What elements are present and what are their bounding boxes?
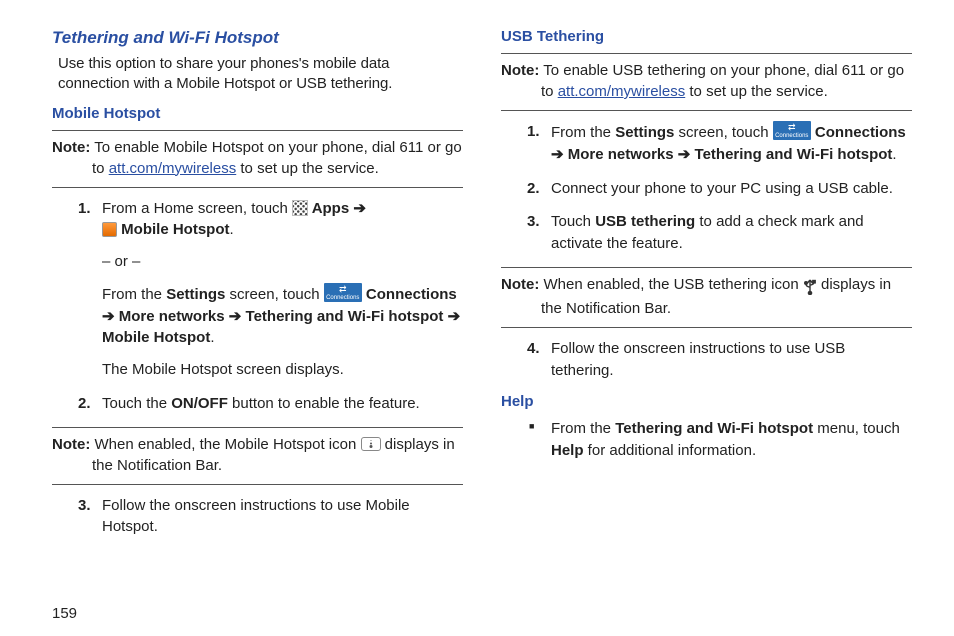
label-tethering: Tethering and Wi-Fi hotspot <box>241 308 447 325</box>
note-text: To enable USB tethering on your phone, d… <box>539 62 904 79</box>
arrow-icon: ➔ <box>551 146 564 163</box>
apps-icon <box>292 200 308 216</box>
connections-icon: Connections <box>773 121 811 140</box>
label-usb-tethering: USB tethering <box>595 213 695 230</box>
step-text: screen, touch <box>674 124 772 141</box>
step-text: Connect your phone to your PC using a US… <box>551 180 893 197</box>
note-text: the Notification Bar. <box>541 298 912 319</box>
step-number: 1. <box>78 198 91 220</box>
section-title: Tethering and Wi-Fi Hotspot <box>52 28 463 48</box>
label-mobile-hotspot: Mobile Hotspot <box>117 221 230 238</box>
label-onoff: ON/OFF <box>171 395 228 412</box>
step-text: Touch <box>551 213 595 230</box>
step-number: 2. <box>78 393 91 415</box>
step-text: From the <box>102 286 166 303</box>
help-list: From the Tethering and Wi-Fi hotspot men… <box>527 418 912 462</box>
arrow-icon: ➔ <box>448 308 461 325</box>
usb-icon <box>803 277 817 298</box>
subhead-mobile-hotspot: Mobile Hotspot <box>52 105 463 122</box>
note-text: to set up the service. <box>236 160 379 177</box>
label-more-networks: More networks <box>115 308 229 325</box>
note-text: When enabled, the USB tethering icon <box>539 276 803 293</box>
step-text: button to enable the feature. <box>228 395 420 412</box>
note-text: displays in <box>381 436 455 453</box>
step-text: From the <box>551 124 615 141</box>
step-number: 4. <box>527 338 540 360</box>
link-att-mywireless[interactable]: att.com/mywireless <box>109 160 237 177</box>
steps-usb-cont: 4. Follow the onscreen instructions to u… <box>527 338 912 382</box>
step-4: 4. Follow the onscreen instructions to u… <box>527 338 912 382</box>
note-text: to set up the service. <box>685 83 828 100</box>
subhead-usb-tethering: USB Tethering <box>501 28 912 45</box>
step-text: Touch the <box>102 395 171 412</box>
arrow-icon: ➔ <box>678 146 691 163</box>
arrow-icon: ➔ <box>102 308 115 325</box>
steps-mobile-hotspot: 1. From a Home screen, touch Apps ➔ Mobi… <box>78 198 463 415</box>
period: . <box>230 221 234 238</box>
note-text: When enabled, the Mobile Hotspot icon <box>90 436 360 453</box>
intro-text: Use this option to share your phones's m… <box>58 54 463 95</box>
note-text: To enable Mobile Hotspot on your phone, … <box>90 139 461 156</box>
label-more-networks: More networks <box>564 146 678 163</box>
step-number: 3. <box>527 211 540 233</box>
label-settings: Settings <box>166 286 225 303</box>
step-1-result: The Mobile Hotspot screen displays. <box>102 359 463 381</box>
note-usb-enable: Note: To enable USB tethering on your ph… <box>501 53 912 111</box>
step-3: 3. Touch USB tethering to add a check ma… <box>527 211 912 255</box>
step-text: screen, touch <box>225 286 323 303</box>
help-item: From the Tethering and Wi-Fi hotspot men… <box>527 418 912 462</box>
step-number: 2. <box>527 178 540 200</box>
step-number: 1. <box>527 121 540 143</box>
help-text: menu, touch <box>813 420 900 437</box>
label-mobile-hotspot: Mobile Hotspot <box>102 329 210 346</box>
label-connections: Connections <box>811 124 906 141</box>
note-text: to <box>92 160 109 177</box>
arrow-icon: ➔ <box>229 308 242 325</box>
period: . <box>210 329 214 346</box>
connections-icon: Connections <box>324 283 362 302</box>
label-tethering: Tethering and Wi-Fi hotspot <box>690 146 892 163</box>
note-text: displays in <box>817 276 891 293</box>
steps-mobile-hotspot-cont: 3. Follow the onscreen instructions to u… <box>78 495 463 539</box>
step-text: From a Home screen, touch <box>102 200 292 217</box>
note-label: Note: <box>501 62 539 79</box>
note-mobile-hotspot-enable: Note: To enable Mobile Hotspot on your p… <box>52 130 463 188</box>
step-2: 2. Touch the ON/OFF button to enable the… <box>78 393 463 415</box>
step-text: Follow the onscreen instructions to use … <box>551 340 845 379</box>
period: . <box>892 146 896 163</box>
page-number: 159 <box>52 605 77 622</box>
mobile-hotspot-icon <box>102 222 117 237</box>
steps-usb: 1. From the Settings screen, touch Conne… <box>527 121 912 255</box>
or-divider: – or – <box>102 251 463 273</box>
step-1: 1. From a Home screen, touch Apps ➔ Mobi… <box>78 198 463 381</box>
wifi-icon <box>361 437 381 451</box>
label-help: Help <box>551 442 584 459</box>
column-right: USB Tethering Note: To enable USB tether… <box>501 28 912 550</box>
note-text: to <box>541 83 558 100</box>
step-1: 1. From the Settings screen, touch Conne… <box>527 121 912 166</box>
label-settings: Settings <box>615 124 674 141</box>
label-connections: Connections <box>362 286 457 303</box>
note-label: Note: <box>52 139 90 156</box>
label-tethering-menu: Tethering and Wi-Fi hotspot <box>615 420 813 437</box>
note-text: the Notification Bar. <box>92 455 463 476</box>
link-att-mywireless[interactable]: att.com/mywireless <box>558 83 686 100</box>
step-text: Follow the onscreen instructions to use … <box>102 497 410 536</box>
note-label: Note: <box>52 436 90 453</box>
subhead-help: Help <box>501 393 912 410</box>
step-1-alt: From the Settings screen, touch Connecti… <box>102 283 463 349</box>
help-text: for additional information. <box>584 442 757 459</box>
note-usb-icon: Note: When enabled, the USB tethering ic… <box>501 267 912 328</box>
step-number: 3. <box>78 495 91 517</box>
note-label: Note: <box>501 276 539 293</box>
step-2: 2. Connect your phone to your PC using a… <box>527 178 912 200</box>
column-left: Tethering and Wi-Fi Hotspot Use this opt… <box>52 28 463 550</box>
label-apps: Apps <box>308 200 353 217</box>
step-3: 3. Follow the onscreen instructions to u… <box>78 495 463 539</box>
page: Tethering and Wi-Fi Hotspot Use this opt… <box>0 0 954 570</box>
note-hotspot-icon: Note: When enabled, the Mobile Hotspot i… <box>52 427 463 485</box>
arrow-icon: ➔ <box>353 200 366 217</box>
help-text: From the <box>551 420 615 437</box>
